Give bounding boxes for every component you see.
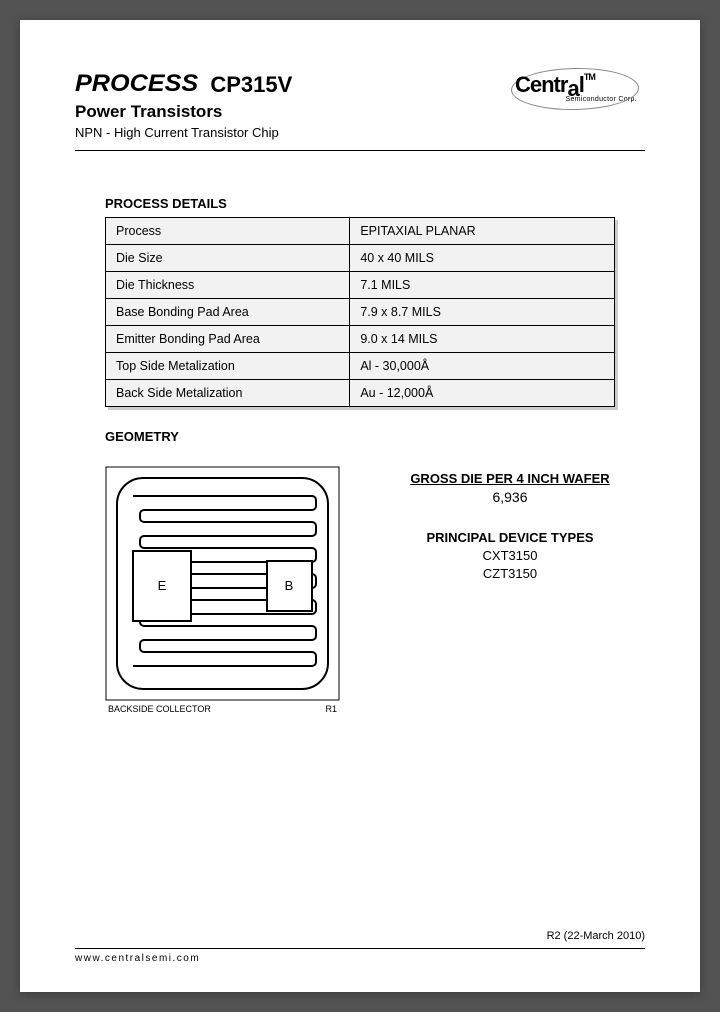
central-logo: CentralTM Semiconductor Corp. bbox=[515, 72, 645, 122]
title-line: PROCESS CP315V bbox=[75, 70, 515, 98]
chip-svg-icon: E B bbox=[105, 466, 340, 701]
device-type: CXT3150 bbox=[375, 548, 645, 563]
spec-value: 40 x 40 MILS bbox=[350, 245, 615, 272]
header: PROCESS CP315V Power Transistors NPN - H… bbox=[75, 70, 645, 140]
process-brand: PROCESS bbox=[75, 70, 198, 98]
spec-value: EPITAXIAL PLANAR bbox=[350, 218, 615, 245]
table-row: Base Bonding Pad Area7.9 x 8.7 MILS bbox=[106, 299, 615, 326]
gross-die-title: GROSS DIE PER 4 INCH WAFER bbox=[375, 471, 645, 486]
footer-rule bbox=[75, 948, 645, 949]
spec-label: Base Bonding Pad Area bbox=[106, 299, 350, 326]
table-row: Emitter Bonding Pad Area9.0 x 14 MILS bbox=[106, 326, 615, 353]
table-row: Top Side MetalizationAl - 30,000Å bbox=[106, 353, 615, 380]
spec-value: 7.1 MILS bbox=[350, 272, 615, 299]
spec-value: 7.9 x 8.7 MILS bbox=[350, 299, 615, 326]
logo-text: CentralTM bbox=[515, 72, 645, 98]
subtitle-desc: NPN - High Current Transistor Chip bbox=[75, 125, 515, 140]
table-row: Die Size40 x 40 MILS bbox=[106, 245, 615, 272]
caption-backside: BACKSIDE COLLECTOR bbox=[108, 704, 211, 714]
revision-text: R2 (22-March 2010) bbox=[75, 930, 645, 942]
footer-url: www.centralsemi.com bbox=[75, 953, 645, 964]
spec-label: Top Side Metalization bbox=[106, 353, 350, 380]
spec-value: Au - 12,000Å bbox=[350, 380, 615, 407]
footer: R2 (22-March 2010) www.centralsemi.com bbox=[75, 930, 645, 964]
spec-label: Process bbox=[106, 218, 350, 245]
table-row: ProcessEPITAXIAL PLANAR bbox=[106, 218, 615, 245]
geometry-caption: BACKSIDE COLLECTOR R1 bbox=[105, 704, 340, 714]
header-left: PROCESS CP315V Power Transistors NPN - H… bbox=[75, 70, 515, 140]
header-rule bbox=[75, 150, 645, 151]
geometry-diagram: E B BACKSIDE COLLECTOR R1 bbox=[105, 466, 340, 714]
subtitle-category: Power Transistors bbox=[75, 102, 515, 122]
spec-value: 9.0 x 14 MILS bbox=[350, 326, 615, 353]
spec-label: Emitter Bonding Pad Area bbox=[106, 326, 350, 353]
part-number: CP315V bbox=[210, 70, 292, 98]
spec-label: Back Side Metalization bbox=[106, 380, 350, 407]
geometry-row: E B BACKSIDE COLLECTOR R1 GROSS DIE PER … bbox=[105, 466, 645, 714]
svg-text:B: B bbox=[285, 578, 294, 593]
geometry-title: GEOMETRY bbox=[105, 429, 645, 444]
datasheet-page: PROCESS CP315V Power Transistors NPN - H… bbox=[20, 20, 700, 992]
spec-label: Die Thickness bbox=[106, 272, 350, 299]
principal-device-title: PRINCIPAL DEVICE TYPES bbox=[375, 530, 645, 545]
process-details-title: PROCESS DETAILS bbox=[105, 196, 645, 211]
spec-label: Die Size bbox=[106, 245, 350, 272]
table-row: Die Thickness7.1 MILS bbox=[106, 272, 615, 299]
trademark-icon: TM bbox=[584, 72, 595, 82]
spec-value: Al - 30,000Å bbox=[350, 353, 615, 380]
geometry-info: GROSS DIE PER 4 INCH WAFER 6,936 PRINCIP… bbox=[375, 466, 645, 714]
device-type: CZT3150 bbox=[375, 566, 645, 581]
process-details-table: ProcessEPITAXIAL PLANARDie Size40 x 40 M… bbox=[105, 217, 615, 407]
gross-die-value: 6,936 bbox=[375, 489, 645, 505]
table-row: Back Side MetalizationAu - 12,000Å bbox=[106, 380, 615, 407]
caption-r1: R1 bbox=[325, 704, 337, 714]
svg-text:E: E bbox=[158, 578, 167, 593]
